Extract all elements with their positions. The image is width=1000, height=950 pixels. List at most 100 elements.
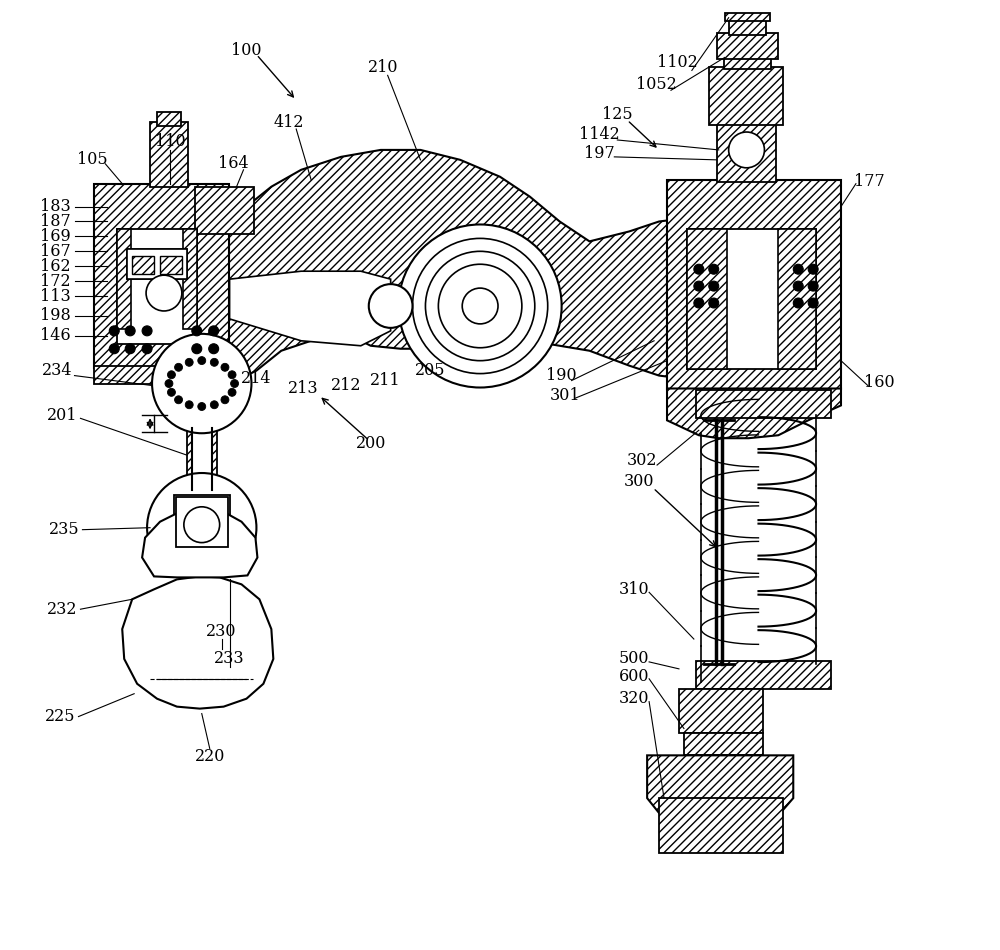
Text: 198: 198 — [40, 308, 71, 325]
Text: 233: 233 — [214, 651, 245, 668]
Text: 234: 234 — [42, 362, 73, 379]
Text: 302: 302 — [627, 451, 657, 468]
Polygon shape — [667, 389, 841, 438]
Text: 167: 167 — [40, 243, 71, 259]
Text: 235: 235 — [49, 522, 80, 539]
Circle shape — [198, 356, 206, 365]
Polygon shape — [647, 755, 793, 823]
Circle shape — [167, 370, 175, 379]
Bar — [94, 183, 229, 368]
Polygon shape — [230, 271, 391, 346]
Text: 187: 187 — [40, 213, 71, 230]
Text: 1142: 1142 — [579, 125, 620, 142]
Text: 213: 213 — [288, 380, 318, 397]
Bar — [729, 18, 766, 34]
Bar — [150, 123, 188, 187]
Circle shape — [438, 264, 522, 348]
Text: 1052: 1052 — [636, 76, 676, 93]
Circle shape — [729, 132, 764, 168]
Text: 310: 310 — [619, 580, 650, 598]
Bar — [778, 230, 816, 369]
Circle shape — [413, 238, 548, 373]
Bar — [684, 733, 763, 755]
Circle shape — [165, 380, 173, 388]
Circle shape — [109, 344, 119, 353]
Circle shape — [175, 396, 183, 404]
Text: 225: 225 — [45, 708, 76, 725]
Circle shape — [399, 224, 562, 388]
Text: 183: 183 — [40, 199, 71, 215]
Circle shape — [192, 344, 202, 353]
Circle shape — [185, 358, 193, 367]
Circle shape — [209, 326, 219, 335]
Bar — [117, 230, 131, 329]
Circle shape — [231, 380, 239, 388]
Circle shape — [808, 264, 818, 275]
Circle shape — [793, 281, 803, 291]
Circle shape — [808, 281, 818, 291]
Bar — [94, 366, 229, 384]
Circle shape — [793, 298, 803, 308]
Text: 212: 212 — [331, 377, 361, 394]
Bar — [696, 390, 831, 418]
Circle shape — [192, 326, 202, 335]
Text: 210: 210 — [367, 59, 398, 76]
Circle shape — [369, 284, 413, 328]
Circle shape — [221, 396, 229, 404]
Text: 169: 169 — [40, 228, 71, 245]
Text: 500: 500 — [619, 651, 649, 668]
Circle shape — [125, 326, 135, 335]
Circle shape — [793, 264, 803, 275]
Circle shape — [221, 363, 229, 371]
Text: 320: 320 — [619, 691, 649, 707]
Circle shape — [228, 370, 236, 379]
Circle shape — [125, 344, 135, 353]
Bar — [709, 67, 783, 125]
Bar — [160, 256, 182, 275]
Circle shape — [709, 298, 719, 308]
Circle shape — [142, 344, 152, 353]
Text: 600: 600 — [619, 668, 649, 685]
Bar — [696, 661, 831, 689]
Circle shape — [694, 298, 704, 308]
Circle shape — [709, 281, 719, 291]
Text: 105: 105 — [77, 151, 108, 168]
Circle shape — [425, 252, 535, 361]
Text: 201: 201 — [47, 407, 78, 424]
Text: 205: 205 — [415, 362, 446, 379]
Circle shape — [147, 473, 256, 582]
Text: 214: 214 — [241, 370, 272, 387]
Text: 125: 125 — [602, 105, 633, 123]
Circle shape — [709, 264, 719, 275]
Bar — [187, 384, 217, 478]
Bar — [192, 428, 212, 490]
Text: 177: 177 — [854, 173, 885, 190]
Circle shape — [175, 363, 183, 371]
Bar — [687, 230, 727, 369]
Bar — [679, 689, 763, 733]
Text: 197: 197 — [584, 145, 615, 162]
Polygon shape — [157, 150, 838, 401]
Text: 211: 211 — [370, 372, 401, 390]
Circle shape — [462, 288, 498, 324]
Bar — [717, 32, 778, 60]
Text: 172: 172 — [40, 273, 71, 290]
Text: 190: 190 — [546, 367, 577, 384]
Circle shape — [198, 403, 206, 410]
Circle shape — [808, 298, 818, 308]
Bar — [174, 495, 230, 549]
Bar — [687, 230, 816, 369]
Text: 232: 232 — [47, 600, 78, 618]
Bar — [127, 249, 187, 279]
Text: 300: 300 — [624, 473, 654, 490]
Polygon shape — [142, 508, 257, 578]
Text: 412: 412 — [274, 114, 304, 130]
Bar — [117, 230, 197, 344]
Circle shape — [185, 401, 193, 408]
Text: 162: 162 — [40, 257, 71, 275]
Circle shape — [210, 401, 218, 408]
Circle shape — [152, 333, 251, 433]
Circle shape — [142, 326, 152, 335]
Text: 1102: 1102 — [657, 54, 697, 71]
Text: 164: 164 — [218, 156, 249, 172]
